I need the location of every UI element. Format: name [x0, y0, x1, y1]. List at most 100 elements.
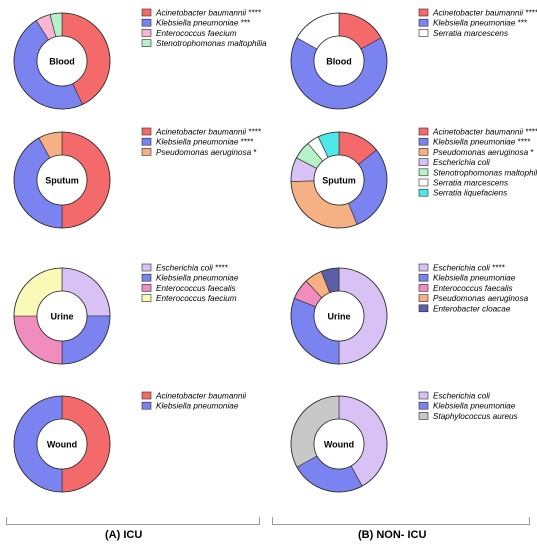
- donut-center-label: Blood: [49, 57, 75, 67]
- donut-outline: [290, 267, 388, 365]
- legend-swatch: [418, 391, 429, 400]
- donut-outline: [13, 12, 111, 110]
- donut-outline: [290, 12, 388, 110]
- legend-swatch: [418, 188, 429, 197]
- legend-swatch: [418, 18, 429, 27]
- legend-entry: Klebsiella pneumoniae: [156, 274, 239, 283]
- donut-center-label: Wound: [47, 440, 77, 450]
- donut-a-icu-wound: Wound: [13, 395, 111, 493]
- legend-entry: Staphylococcus aureus: [433, 412, 518, 421]
- legend-swatch: [141, 127, 152, 136]
- legend-swatch: [141, 29, 152, 37]
- donut-hole: [313, 290, 365, 342]
- legend-entry: Klebsiella pneumoniae ****: [433, 138, 531, 147]
- legend-swatch: [418, 29, 429, 37]
- donut-hole: [36, 418, 88, 470]
- legend-entry: Klebsiella pneumoniae: [433, 402, 516, 411]
- donut-outline: [13, 267, 111, 365]
- legend: Escherichia coli ****Klebsiella pneumoni…: [141, 263, 239, 303]
- legend-swatch: [418, 294, 429, 302]
- legend-entry: Escherichia coli ****: [156, 264, 229, 273]
- donut-a-icu-sputum: Sputum: [13, 131, 111, 229]
- legend-entry: Enterococcus faecalis: [433, 284, 513, 293]
- legend-swatch: [418, 273, 429, 282]
- legend-entry: Acinetobacter baumannii ****: [155, 9, 262, 18]
- icu-bracket: [6, 516, 260, 525]
- legend-swatch: [418, 127, 429, 136]
- legend-swatch: [141, 391, 152, 400]
- legend-swatch: [141, 273, 152, 282]
- legend-entry: Klebsiella pneumoniae: [433, 274, 516, 283]
- legend-entry: Pseudomonas aeruginosa *: [156, 148, 257, 157]
- legend-entry: Klebsiella pneumoniae: [156, 402, 239, 411]
- legend-entry: Stenotrophomonas maltophilia: [433, 168, 537, 177]
- legend-entry: Serratia marcescens: [433, 179, 508, 188]
- legend-entry: Klebsiella pneumoniae ***: [433, 19, 528, 28]
- legend-entry: Acinetobacter baumannii ****: [155, 128, 262, 137]
- legend-entry: Escherichia coli ****: [433, 264, 506, 273]
- donut-hole: [313, 418, 365, 470]
- donut-hole: [313, 35, 365, 87]
- donut-center-label: Wound: [324, 440, 354, 450]
- non-icu-bracket: [272, 516, 530, 525]
- legend-entry: Enterobacter cloacae: [433, 304, 511, 313]
- donut-outline: [13, 131, 111, 229]
- legend-swatch: [418, 401, 429, 410]
- donut-hole: [36, 290, 88, 342]
- donut-b-non-icu-blood: Blood: [290, 12, 388, 110]
- donut-hole: [313, 154, 365, 206]
- legend-swatch: [418, 8, 429, 17]
- legend-entry: Stenotrophomonas maltophilia: [156, 39, 267, 48]
- donut-hole: [36, 154, 88, 206]
- legend-swatch: [418, 168, 429, 177]
- legend-swatch: [141, 148, 152, 156]
- donut-hole: [36, 35, 88, 87]
- legend-entry: Escherichia coli: [433, 158, 490, 167]
- legend-swatch: [141, 137, 152, 146]
- legend-entry: Klebsiella pneumoniae ****: [156, 138, 254, 147]
- legend-swatch: [141, 401, 152, 410]
- donut-b-non-icu-wound: Wound: [290, 395, 388, 493]
- legend-entry: Acinetobacter baumannii ****: [432, 128, 537, 137]
- legend-entry: Pseudomonas aeruginosa *: [433, 148, 534, 157]
- legend-swatch: [418, 263, 429, 272]
- legend-entry: Escherichia coli: [433, 392, 490, 401]
- legend-swatch: [418, 304, 429, 313]
- legend-swatch: [418, 284, 429, 292]
- donut-a-icu-urine: Urine: [13, 267, 111, 365]
- panel-label-non-icu: (B) NON- ICU: [358, 529, 427, 541]
- legend-swatch: [141, 18, 152, 27]
- donut-center-label: Urine: [50, 312, 73, 322]
- legend: Acinetobacter baumannii ****Klebsiella p…: [418, 127, 537, 198]
- legend-swatch: [418, 178, 429, 187]
- legend-swatch: [141, 294, 152, 302]
- legend-swatch: [141, 284, 152, 292]
- legend-entry: Serratia marcescens: [433, 29, 508, 38]
- legend-entry: Enterococcus faecalis: [156, 284, 236, 293]
- donut-b-non-icu-urine: Urine: [290, 267, 388, 365]
- legend-entry: Acinetobacter baumannii: [155, 392, 246, 401]
- donut-outline: [290, 395, 388, 493]
- donut-center-label: Urine: [327, 312, 350, 322]
- donut-center-label: Sputum: [45, 176, 79, 186]
- legend: Escherichia coli ****Klebsiella pneumoni…: [418, 263, 529, 313]
- legend-swatch: [418, 137, 429, 146]
- legend: Acinetobacter baumannii ****Klebsiella p…: [141, 127, 262, 157]
- legend: Acinetobacter baumannii ****Klebsiella p…: [141, 8, 267, 48]
- legend-swatch: [141, 8, 152, 17]
- donut-a-icu-blood: Blood: [13, 12, 111, 110]
- donut-center-label: Sputum: [322, 176, 356, 186]
- legend-swatch: [418, 158, 429, 166]
- legend-entry: Serratia liquefaciens: [433, 189, 507, 198]
- donut-center-label: Blood: [326, 57, 352, 67]
- panel-label-icu: (A) ICU: [105, 529, 143, 541]
- legend-entry: Enterococcus faecium: [156, 29, 237, 38]
- legend-swatch: [141, 263, 152, 272]
- donut-outline: [13, 395, 111, 493]
- legend-swatch: [141, 39, 152, 47]
- legend-entry: Pseudomonas aeruginosa: [433, 294, 529, 303]
- legend-swatch: [418, 148, 429, 156]
